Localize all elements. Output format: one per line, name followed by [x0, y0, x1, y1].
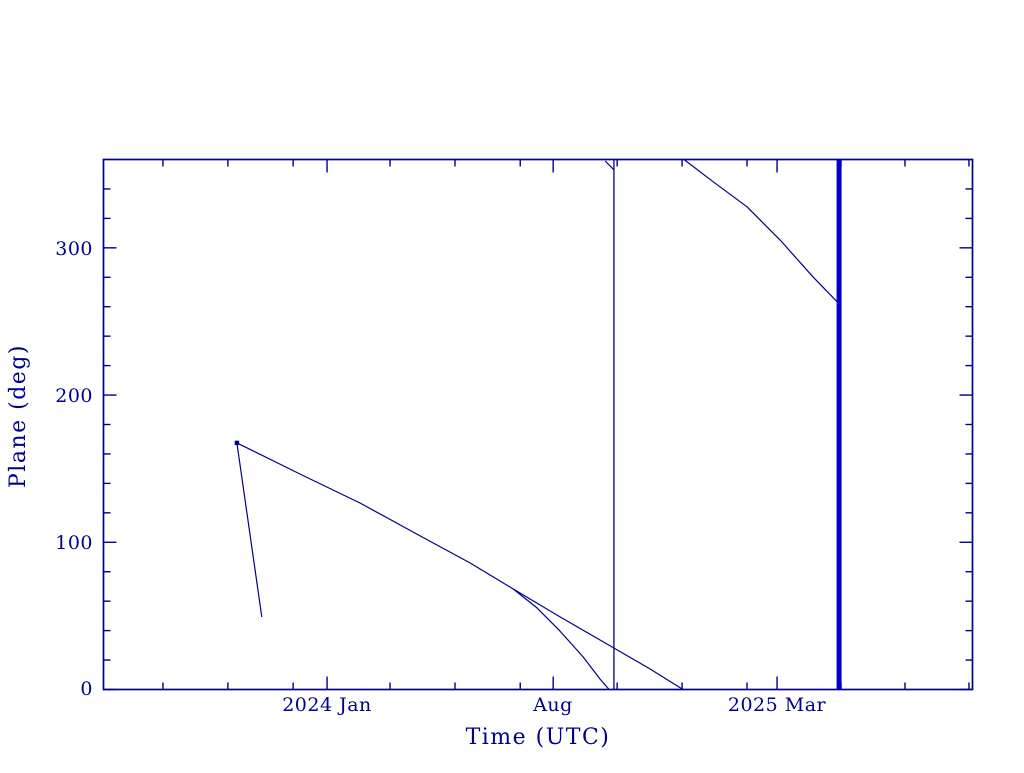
series-plane-track-wrapped-continuation [683, 159, 840, 305]
event-markers [234, 159, 842, 690]
series-plane-track-wrap-stub [604, 160, 615, 171]
y-tick-label-0: 0 [80, 678, 93, 700]
series-plane-track-lower-branch [512, 588, 610, 690]
series-plane-track-main-descent [236, 442, 684, 691]
y-tick-label-100: 100 [55, 532, 93, 554]
peak-marker-dot [234, 440, 240, 446]
plot-frame [102, 158, 974, 691]
y-tick-label-300: 300 [55, 238, 93, 260]
y-axis-title: Plane (deg) [6, 344, 31, 488]
x-tick-label-2025-mar: 2025 Mar [728, 694, 827, 716]
data-series [236, 159, 840, 691]
axis-ticks [103, 159, 973, 691]
series-plane-track-steep-drop [236, 442, 263, 617]
x-axis-title: Time (UTC) [466, 725, 611, 750]
x-tick-label-2024-jan: 2024 Jan [282, 694, 372, 716]
y-tick-label-200: 200 [55, 385, 93, 407]
x-tick-label-aug: Aug [532, 694, 573, 716]
